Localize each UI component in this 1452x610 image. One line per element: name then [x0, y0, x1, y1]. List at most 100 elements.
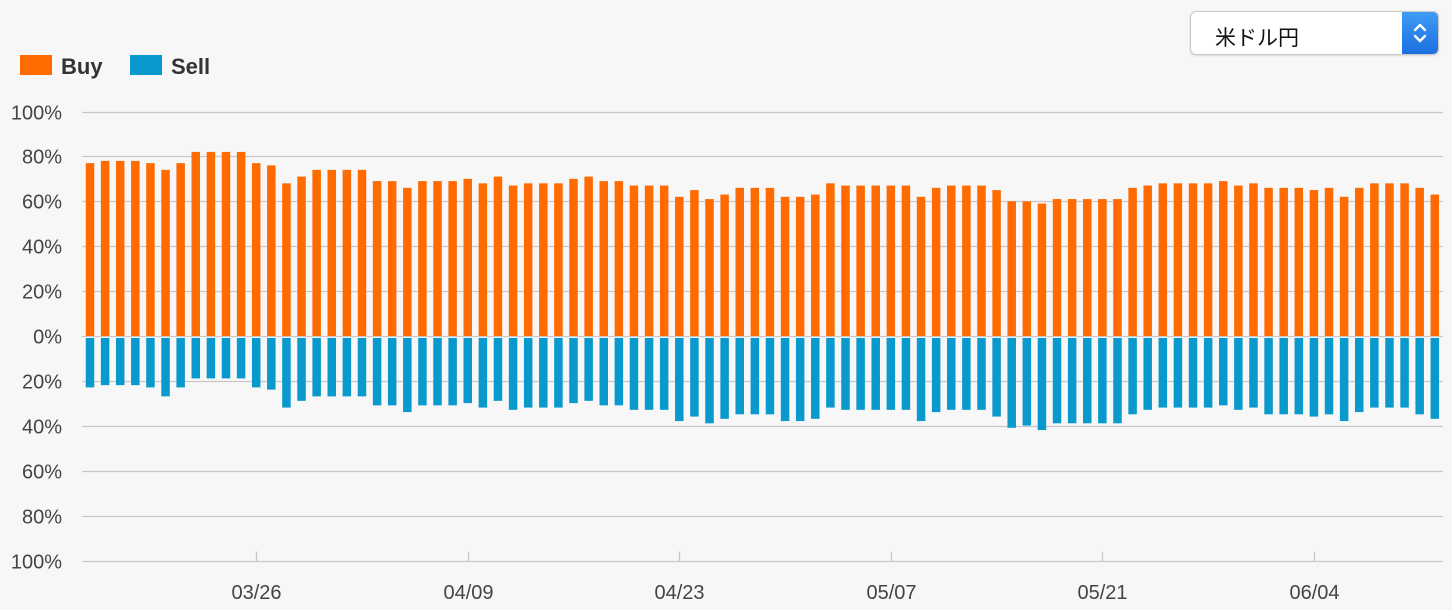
- up-down-chevron-icon[interactable]: [1402, 12, 1438, 54]
- sell-bar: [690, 338, 699, 417]
- sell-bar: [539, 338, 548, 408]
- buy-bar: [675, 196, 684, 336]
- buy-bar: [720, 194, 729, 336]
- y-tick-label: 40%: [22, 237, 62, 259]
- buy-bar: [221, 151, 231, 336]
- x-tick-label: 03/26: [231, 582, 281, 604]
- buy-bar: [614, 181, 624, 336]
- buy-bar: [508, 185, 518, 336]
- buy-bar: [871, 185, 880, 336]
- buy-bar: [1067, 199, 1077, 336]
- sell-bar: [931, 338, 941, 413]
- sell-bar: [720, 338, 729, 419]
- sell-bar: [1279, 338, 1288, 415]
- buy-bar: [1173, 183, 1183, 336]
- buy-bar: [418, 181, 427, 336]
- buy-bar: [644, 185, 654, 336]
- sell-bar: [176, 338, 185, 388]
- sell-bar: [161, 338, 170, 397]
- sell-bar: [146, 338, 155, 388]
- sell-bar: [871, 338, 880, 410]
- sell-bar: [1188, 338, 1198, 408]
- sell-bar: [372, 338, 382, 406]
- buy-bar: [780, 196, 790, 336]
- sell-bar: [100, 338, 110, 386]
- buy-bar: [1370, 183, 1379, 336]
- sell-bar: [916, 338, 926, 422]
- sell-bar: [1007, 338, 1016, 428]
- buy-bar: [463, 178, 472, 336]
- buy-bar: [1339, 196, 1349, 336]
- buy-bar: [916, 196, 926, 336]
- buy-bar: [357, 169, 367, 336]
- x-axis: 03/26 04/09 04/23 05/07 05/21 06/04: [231, 551, 1340, 604]
- buy-bar: [1158, 183, 1168, 336]
- y-tick-label: 60%: [22, 192, 62, 214]
- x-tick-label: 04/09: [443, 582, 493, 604]
- sell-bar: [1354, 338, 1364, 413]
- x-tick-label: 06/04: [1289, 582, 1339, 604]
- sell-bar: [614, 338, 624, 406]
- buy-bar: [297, 176, 306, 336]
- buy-bar: [569, 178, 578, 336]
- sell-bar: [115, 338, 125, 386]
- sell-bar: [780, 338, 790, 422]
- sell-bar: [886, 338, 896, 410]
- sell-bar: [826, 338, 835, 408]
- buy-bar: [131, 160, 140, 336]
- buy-bar: [1188, 183, 1198, 336]
- legend-label-buy: Buy: [61, 54, 103, 79]
- buy-bar: [539, 183, 548, 336]
- currency-pair-select[interactable]: 米ドル円: [1190, 11, 1439, 55]
- y-tick-label: 80%: [22, 147, 62, 169]
- buy-bar: [841, 185, 850, 336]
- buy-bar: [1128, 187, 1137, 336]
- buy-bar: [765, 187, 775, 336]
- sell-bar: [342, 338, 352, 397]
- buy-bar: [1309, 190, 1319, 336]
- buy-bar: [659, 185, 669, 336]
- legend-swatch-buy: [20, 55, 52, 75]
- y-tick-label: 80%: [22, 507, 62, 529]
- sell-bar: [1158, 338, 1168, 408]
- buy-bar: [448, 181, 457, 336]
- sell-bar: [463, 338, 472, 404]
- sell-bar: [478, 338, 488, 408]
- sell-bar: [1219, 338, 1228, 406]
- buy-bar: [372, 181, 382, 336]
- y-axis-labels: 100% 80% 60% 40% 20% 0% 20% 40% 60% 80% 100%: [11, 103, 62, 574]
- buy-bar: [1385, 183, 1394, 336]
- sell-bar: [1339, 338, 1349, 422]
- buy-bar: [1324, 187, 1334, 336]
- sell-bar: [1249, 338, 1258, 408]
- sell-bar: [644, 338, 654, 410]
- sell-bar: [675, 338, 684, 422]
- sell-bar: [765, 338, 775, 415]
- buy-bar: [161, 169, 170, 336]
- buy-bar: [236, 151, 246, 336]
- sell-bar: [705, 338, 714, 424]
- sell-bar: [1309, 338, 1319, 417]
- buy-bar: [282, 183, 291, 336]
- buy-bar: [705, 199, 714, 336]
- sell-bar: [856, 338, 865, 410]
- buy-bar: [811, 194, 820, 336]
- sell-bar: [811, 338, 820, 419]
- buy-bar: [947, 185, 956, 336]
- buy-bar: [1354, 187, 1364, 336]
- sell-bar: [1067, 338, 1077, 424]
- currency-pair-selected: 米ドル円: [1215, 26, 1299, 50]
- sell-bar: [1264, 338, 1273, 415]
- sell-bar: [1143, 338, 1152, 410]
- buy-bar: [599, 181, 608, 336]
- sell-bar: [85, 338, 95, 388]
- buy-bar: [1098, 199, 1107, 336]
- buy-bar: [1052, 199, 1062, 336]
- buy-bar: [493, 176, 503, 336]
- buy-bar: [115, 160, 125, 336]
- buy-bar: [267, 165, 276, 336]
- sell-bar: [221, 338, 231, 379]
- sell-bar: [750, 338, 760, 415]
- buy-bar: [1007, 201, 1016, 336]
- sell-bar: [1113, 338, 1122, 424]
